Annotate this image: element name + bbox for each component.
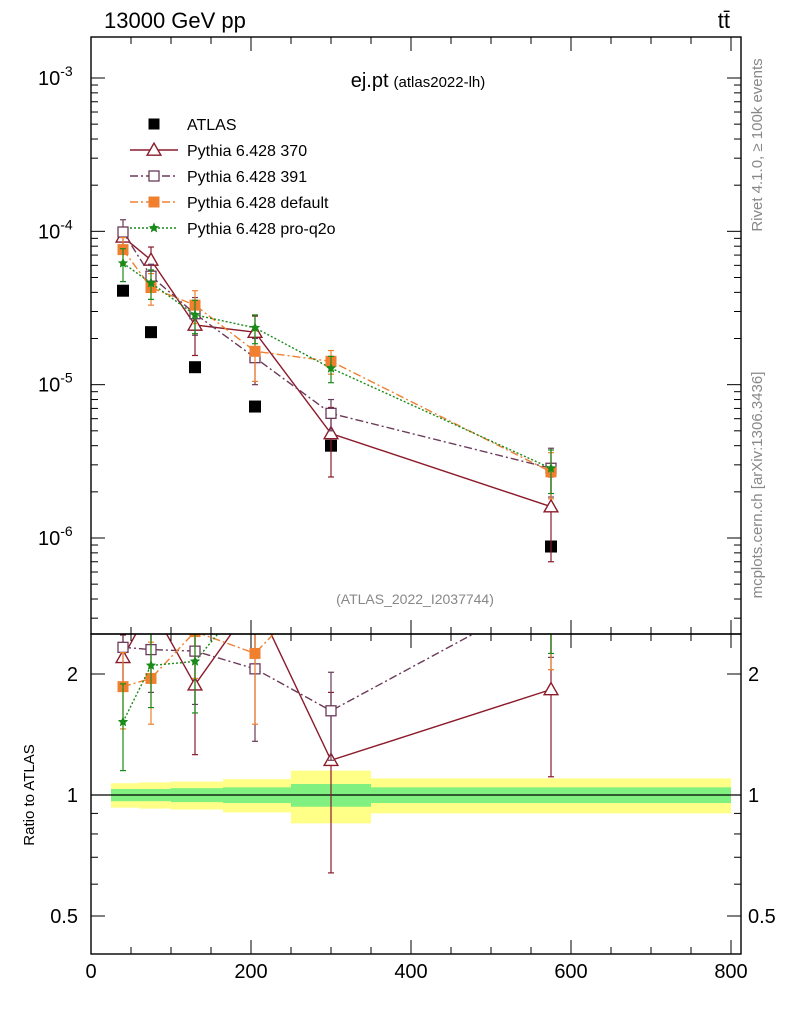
series-pythia-6-428-391-line <box>122 231 552 469</box>
ratio-pythia-6-428-370-line <box>122 634 552 762</box>
legend-label-pythia-6-428-391: Pythia 6.428 391 <box>187 169 307 186</box>
legend: ATLAS Pythia 6.428 370 Pythia 6.428 391 Pyt… <box>130 117 336 238</box>
header-process-label: tt̄ <box>718 8 730 33</box>
series-pythia-6-428-pro-q2o-point <box>117 257 129 268</box>
ratio-ytick-label-right: 2 <box>748 664 759 686</box>
ratio-pythia-6-428-pro-q2o-point <box>250 584 260 594</box>
main-title: ej.pt (atlas2022-lh) <box>351 70 486 92</box>
series-atlas-point <box>249 400 261 413</box>
series-pythia-6-428-391-point <box>117 226 129 238</box>
ratio-pythia-6-428-pro-q2o-point <box>189 655 201 666</box>
ratio-ytick-label: 2 <box>67 664 78 686</box>
analysis-tag: (ATLAS_2022_I2037744) <box>336 591 494 607</box>
series-pythia-6-428-default-point <box>249 345 261 357</box>
series-pythia-6-428-370-point <box>142 251 160 266</box>
legend-label-pythia-6-428-pro-q2o: Pythia 6.428 pro-q2o <box>187 221 336 238</box>
ratio-pythia-6-428-pro-q2o-point <box>326 587 336 597</box>
series-pythia-6-428-pro-q2o-point <box>189 309 201 320</box>
ratio-pythia-6-428-370-point <box>542 681 560 696</box>
ratio-pythia-6-428-default-point <box>326 568 337 579</box>
series-pythia-6-428-370-line <box>122 236 552 508</box>
legend-marker-atlas <box>148 118 160 130</box>
series-pythia-6-428-391-point <box>325 407 337 420</box>
ratio-xtick-label: 600 <box>554 961 587 983</box>
ratio-pythia-6-428-391-point <box>325 705 337 717</box>
mcplots-credit-label: mcplots.cern.ch [arXiv:1306.3436] <box>749 372 766 599</box>
main-series-layer <box>114 219 560 563</box>
ratio-ytick-label-right: 1 <box>748 785 759 807</box>
series-atlas-point <box>117 284 129 297</box>
ratio-ytick-label-right: 0.5 <box>748 906 776 928</box>
series-pythia-6-428-370-point <box>542 498 560 513</box>
ratio-pythia-6-428-pro-q2o-point <box>145 660 157 670</box>
ratio-ytick-label: 0.5 <box>50 906 78 928</box>
main-ytick-label: 10-6 <box>38 523 73 550</box>
series-pythia-6-428-default-line <box>122 249 552 473</box>
ratio-bands <box>91 770 741 824</box>
ratio-xtick-label: 200 <box>234 961 267 983</box>
legend-label-pythia-6-428-default: Pythia 6.428 default <box>187 195 329 212</box>
ratio-xtick-label: 0 <box>85 961 96 983</box>
ratio-pythia-6-428-default-point <box>546 595 557 606</box>
ratio-pythia-6-428-370-point <box>248 593 262 605</box>
main-ytick-label: 10-5 <box>38 370 73 397</box>
legend-label-pythia-6-428-370: Pythia 6.428 370 <box>187 143 307 160</box>
ratio-series-layer <box>114 568 560 874</box>
legend-marker-pythia-6-428-391 <box>148 170 160 182</box>
ratio-pythia-6-428-391-point <box>546 587 556 597</box>
axes-layer: 10-6 10-5 10-4 10-3 0 200 400 600 800 0.5 0.5 1 1 2 2 <box>38 36 776 983</box>
ratio-pythia-6-428-391-point <box>117 641 129 653</box>
ratio-xtick-label: 400 <box>394 961 427 983</box>
ratio-pythia-6-428-370-point <box>144 599 158 611</box>
series-pythia-6-428-370-point <box>322 425 340 440</box>
main-ytick-label: 10-4 <box>38 216 73 243</box>
ratio-ylabel: Ratio to ATLAS <box>21 744 38 845</box>
legend-marker-pythia-6-428-pro-q2o <box>148 222 160 233</box>
series-pythia-6-428-pro-q2o-point <box>145 277 157 288</box>
legend-label-atlas: ATLAS <box>187 117 237 134</box>
ratio-pythia-6-428-pro-q2o-line <box>122 634 219 723</box>
series-pythia-6-428-pro-q2o-point <box>325 362 337 373</box>
main-ytick-label: 10-3 <box>38 63 73 90</box>
ratio-ytick-label: 1 <box>67 785 78 807</box>
legend-marker-pythia-6-428-370 <box>145 141 163 156</box>
ratio-pythia-6-428-default-point <box>249 647 261 659</box>
series-pythia-6-428-pro-q2o-line <box>122 262 552 469</box>
series-pythia-6-428-pro-q2o-point <box>545 462 557 473</box>
legend-marker-pythia-6-428-default <box>148 196 160 208</box>
ratio-pythia-6-428-391-line <box>122 634 475 712</box>
ratio-frame <box>90 633 742 955</box>
series-pythia-6-428-pro-q2o-point <box>249 322 261 333</box>
rivet-version-label: Rivet 4.1.0, ≥ 100k events <box>749 58 766 231</box>
series-atlas-point <box>145 326 157 339</box>
ratio-pythia-6-428-pro-q2o-point <box>117 716 129 727</box>
ratio-pythia-6-428-pro-q2o-point <box>546 584 556 594</box>
header-energy-label: 13000 GeV pp <box>104 8 246 33</box>
ratio-xtick-label: 800 <box>714 961 747 983</box>
series-atlas-point <box>189 361 201 374</box>
